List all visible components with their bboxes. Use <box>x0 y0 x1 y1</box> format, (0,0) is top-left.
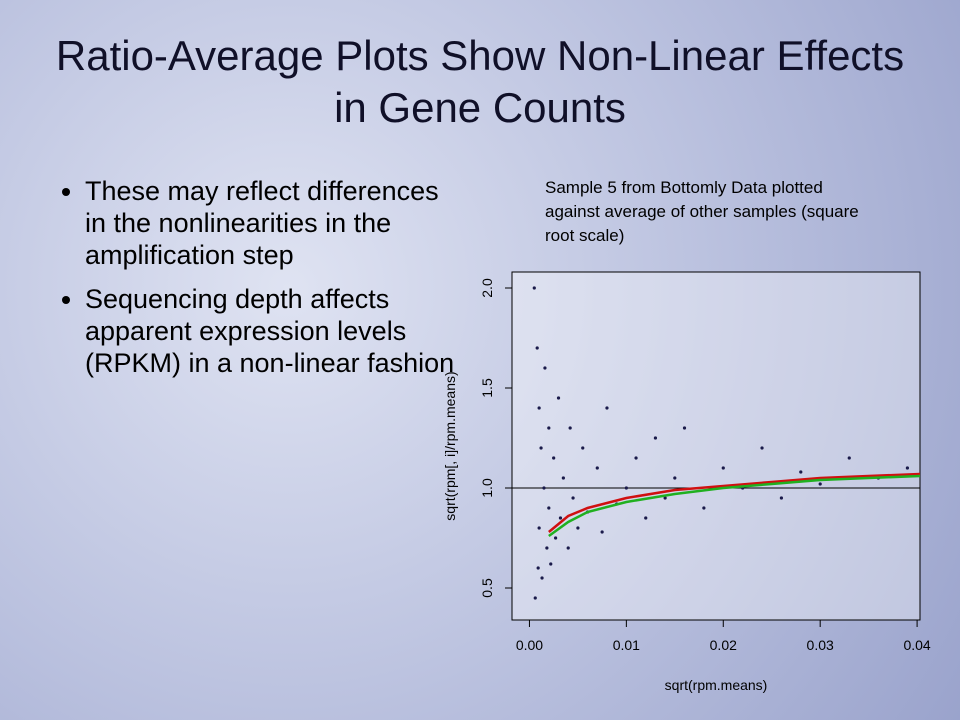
fit-line <box>548 474 921 538</box>
point <box>576 526 580 530</box>
point <box>558 516 563 520</box>
point <box>561 476 565 480</box>
point <box>547 506 551 510</box>
point <box>547 426 551 430</box>
title: Ratio-Average Plots Show Non-Linear Effe… <box>55 32 905 131</box>
point <box>595 466 599 470</box>
point <box>760 446 764 450</box>
point <box>818 482 822 486</box>
point <box>673 476 677 480</box>
point <box>682 426 687 430</box>
x-tick-label: 0.01 <box>613 637 640 653</box>
point <box>581 446 585 450</box>
y-axis-label: sqrt(rpm[, i]/rpm.means) <box>442 371 458 520</box>
point <box>537 406 541 410</box>
fit-line <box>548 472 921 533</box>
point <box>644 516 648 520</box>
y-tick-label: 2.0 <box>479 278 495 298</box>
point <box>542 486 546 490</box>
point <box>600 530 604 534</box>
x-axis-label: sqrt(rpm.means) <box>665 677 768 693</box>
point <box>571 496 575 500</box>
point <box>634 456 638 460</box>
point <box>552 456 556 460</box>
point <box>545 546 549 550</box>
x-tick-label: 0.02 <box>710 637 737 653</box>
x-tick-label: 0.00 <box>516 637 543 653</box>
caption: Sample 5 from Bottomly Data plotted agai… <box>545 178 859 245</box>
y-tick-label: 0.5 <box>479 578 495 598</box>
point <box>566 546 570 550</box>
point <box>536 566 540 570</box>
plot-frame <box>511 271 921 621</box>
point <box>532 286 536 290</box>
point <box>537 526 541 530</box>
point <box>543 366 547 370</box>
point <box>605 406 609 410</box>
point <box>721 466 725 470</box>
x-tick-label: 0.04 <box>903 637 930 653</box>
bullet: These may reflect differences in the non… <box>85 175 455 271</box>
point <box>539 446 543 450</box>
point <box>568 426 572 430</box>
point <box>905 466 910 470</box>
point <box>799 470 803 474</box>
point <box>549 562 553 566</box>
bullets: These may reflect differences in the non… <box>55 175 455 391</box>
point <box>624 486 628 490</box>
point <box>554 536 558 540</box>
x-tick-label: 0.03 <box>807 637 834 653</box>
point <box>779 496 784 500</box>
point <box>540 576 544 580</box>
y-tick-label: 1.0 <box>479 478 495 498</box>
point <box>533 596 537 600</box>
point <box>535 346 539 350</box>
point <box>653 436 658 440</box>
y-tick-label: 1.5 <box>479 378 495 398</box>
point <box>702 506 706 510</box>
bullet: Sequencing depth affects apparent expres… <box>85 283 455 379</box>
point <box>663 496 667 500</box>
point <box>847 456 851 460</box>
point <box>556 396 561 400</box>
